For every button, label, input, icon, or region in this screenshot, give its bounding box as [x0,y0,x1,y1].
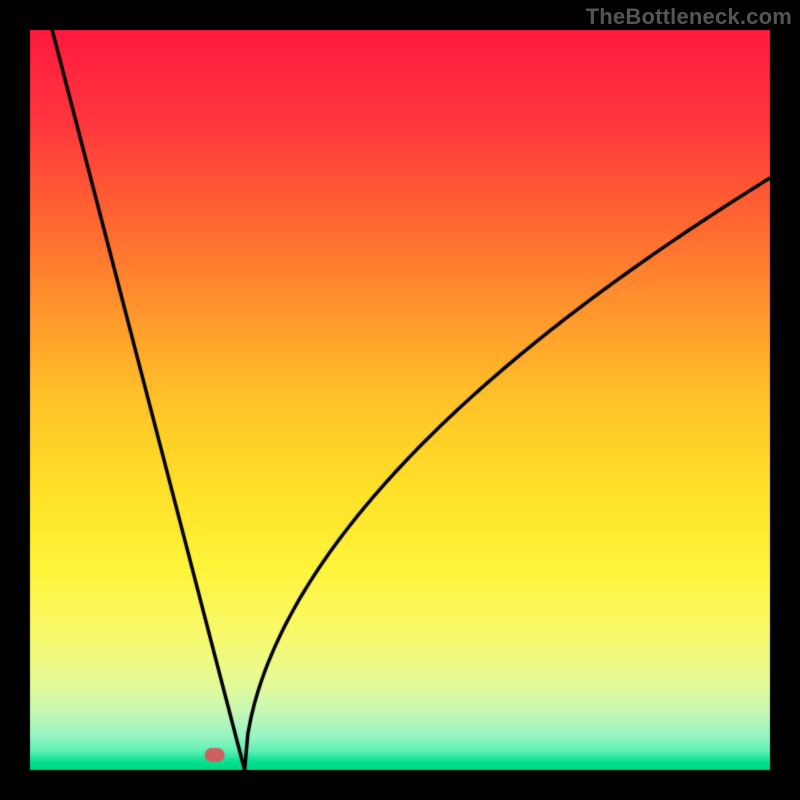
chart-stage: TheBottleneck.com [0,0,800,800]
bottleneck-curve [0,0,800,800]
watermark-text: TheBottleneck.com [586,4,792,30]
